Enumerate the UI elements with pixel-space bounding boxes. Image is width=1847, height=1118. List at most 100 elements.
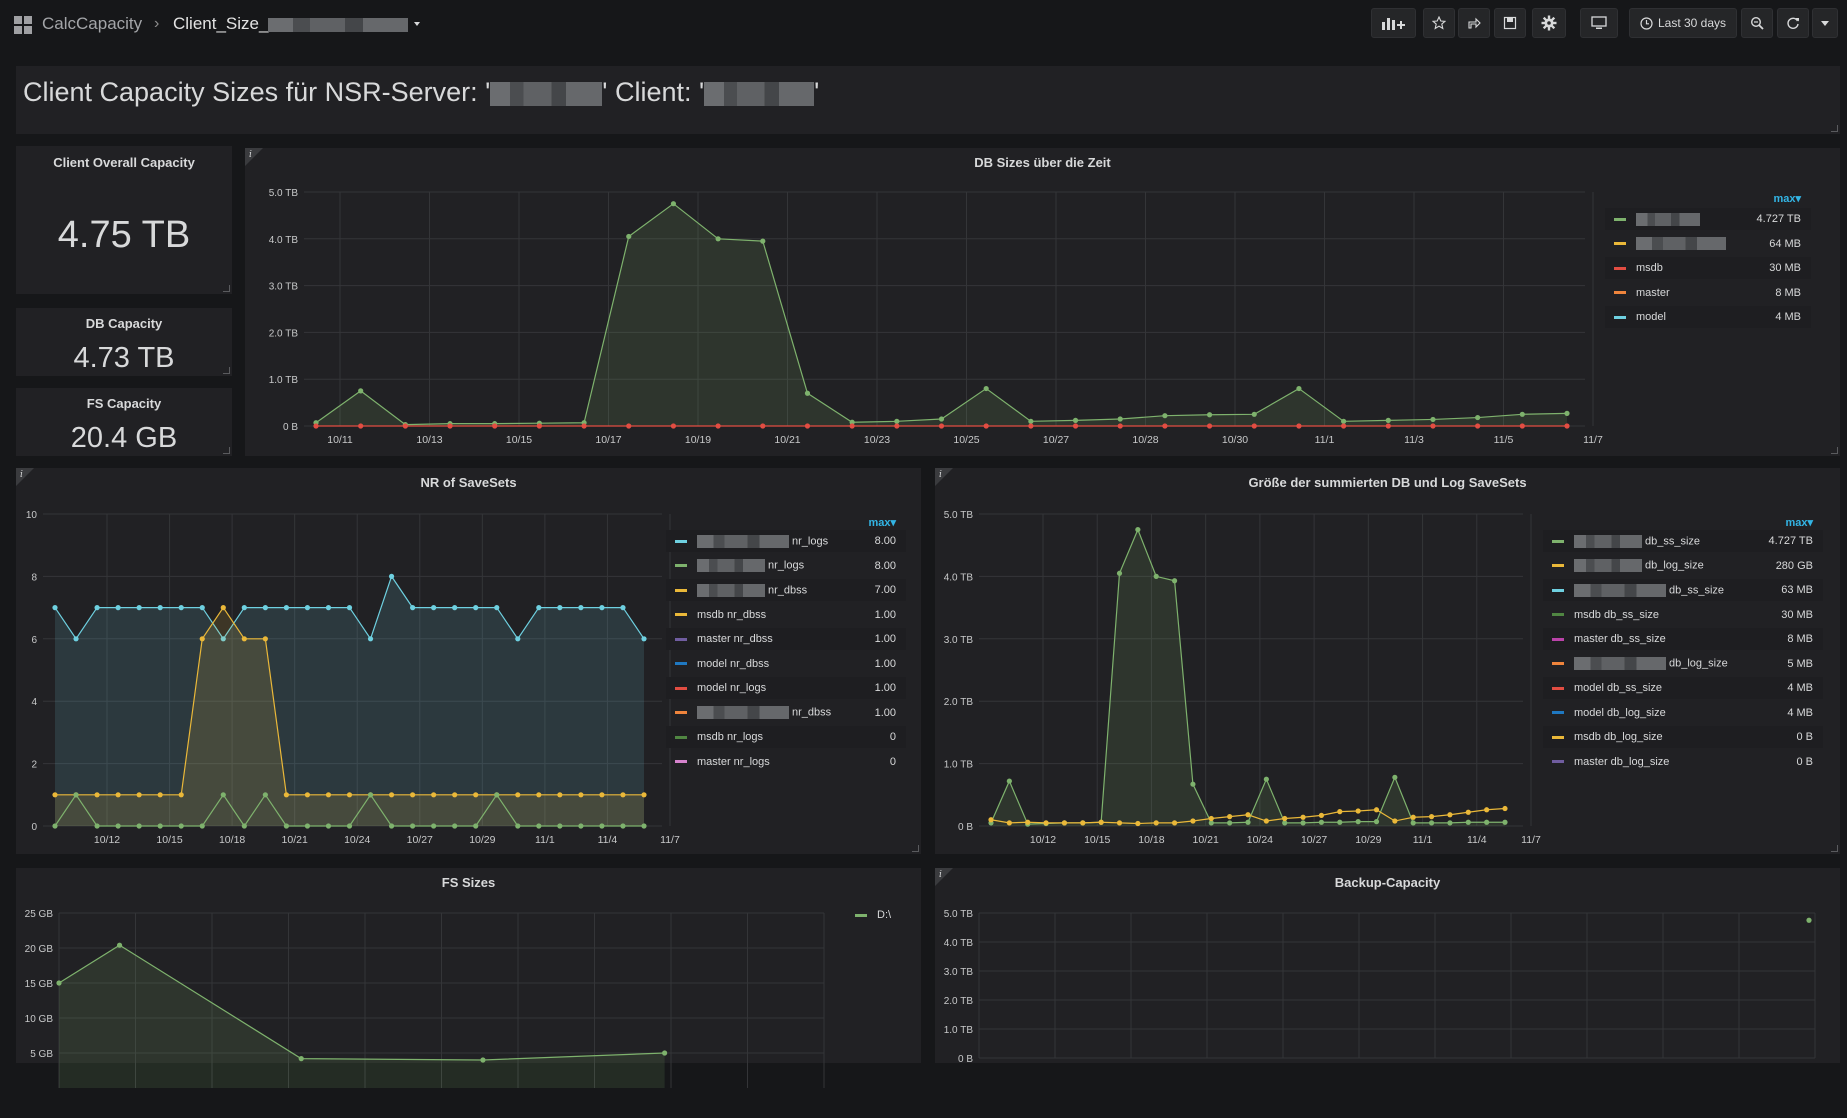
panel-resize-handle[interactable]	[1831, 845, 1838, 852]
data-point[interactable]	[804, 390, 811, 396]
data-point[interactable]	[849, 423, 855, 429]
share-button[interactable]	[1458, 8, 1490, 38]
data-point[interactable]	[1341, 423, 1347, 429]
legend-item[interactable]: master nr_dbss 1.00	[666, 628, 906, 650]
data-point[interactable]	[199, 636, 205, 642]
legend-item[interactable]: nr_logs 8.00	[666, 530, 906, 552]
data-point[interactable]	[115, 605, 121, 611]
data-point[interactable]	[1430, 423, 1436, 429]
data-point[interactable]	[199, 823, 205, 829]
data-point[interactable]	[1117, 416, 1123, 422]
data-point[interactable]	[641, 823, 647, 829]
legend-item[interactable]: master db_log_size 0 B	[1543, 751, 1823, 773]
refresh-button[interactable]	[1777, 8, 1809, 38]
data-point[interactable]	[298, 1056, 304, 1062]
add-panel-button[interactable]	[1371, 8, 1416, 38]
data-point[interactable]	[1206, 412, 1213, 418]
data-point[interactable]	[1080, 820, 1086, 826]
panel-resize-handle[interactable]	[912, 845, 919, 852]
data-point[interactable]	[262, 792, 268, 798]
data-point[interactable]	[1245, 812, 1251, 818]
data-point[interactable]	[599, 605, 605, 611]
data-point[interactable]	[304, 823, 311, 829]
data-point[interactable]	[515, 636, 521, 642]
data-point[interactable]	[262, 636, 268, 642]
data-point[interactable]	[641, 792, 647, 798]
data-point[interactable]	[178, 792, 184, 798]
data-point[interactable]	[136, 605, 142, 611]
data-point[interactable]	[346, 605, 353, 611]
panel-resize-handle[interactable]	[223, 285, 230, 292]
data-point[interactable]	[241, 605, 247, 611]
info-icon[interactable]: i	[249, 150, 252, 160]
legend-item[interactable]: 4.727 TB	[1605, 208, 1811, 230]
data-point[interactable]	[220, 792, 226, 798]
panel-info-corner[interactable]	[935, 468, 953, 486]
legend-item[interactable]: master nr_logs 0	[666, 751, 906, 773]
data-point[interactable]	[557, 792, 563, 798]
data-point[interactable]	[136, 823, 142, 829]
zoom-out-button[interactable]	[1741, 8, 1773, 38]
data-point[interactable]	[515, 792, 521, 798]
legend-item[interactable]: msdb db_ss_size 30 MB	[1543, 604, 1823, 626]
dashboard-title[interactable]: Client_Size_	[173, 14, 409, 34]
data-point[interactable]	[157, 823, 163, 829]
legend-item[interactable]: db_log_size 280 GB	[1543, 555, 1823, 577]
data-point[interactable]	[515, 823, 521, 829]
data-point[interactable]	[346, 792, 353, 798]
data-point[interactable]	[473, 792, 479, 798]
data-point[interactable]	[1385, 417, 1391, 423]
data-point[interactable]	[983, 385, 989, 392]
data-point[interactable]	[52, 792, 58, 798]
data-point[interactable]	[313, 423, 319, 429]
data-point[interactable]	[578, 823, 584, 829]
legend-item[interactable]: master db_ss_size 8 MB	[1543, 628, 1823, 650]
data-point[interactable]	[94, 605, 100, 611]
data-point[interactable]	[1251, 423, 1257, 429]
star-button[interactable]	[1423, 8, 1455, 38]
data-point[interactable]	[1428, 820, 1435, 826]
data-point[interactable]	[388, 573, 395, 579]
dashboard-grid-icon[interactable]	[14, 16, 32, 34]
data-point[interactable]	[894, 418, 900, 424]
data-point[interactable]	[1519, 411, 1525, 417]
data-point[interactable]	[536, 792, 542, 798]
data-point[interactable]	[626, 423, 632, 429]
data-point[interactable]	[620, 792, 626, 798]
data-point[interactable]	[1153, 820, 1159, 826]
chart-svg[interactable]: 5 GB 10 GB 15 GB 20 GB 25 GB	[16, 868, 921, 1118]
data-point[interactable]	[599, 792, 605, 798]
data-point[interactable]	[52, 605, 58, 611]
data-point[interactable]	[578, 792, 584, 798]
data-point[interactable]	[1410, 820, 1416, 826]
data-point[interactable]	[325, 792, 332, 798]
data-point[interactable]	[641, 636, 647, 642]
data-point[interactable]	[715, 236, 721, 242]
legend-item[interactable]: model db_ss_size 4 MB	[1543, 677, 1823, 699]
data-point[interactable]	[1373, 807, 1380, 813]
info-icon[interactable]: i	[939, 470, 942, 480]
data-point[interactable]	[115, 823, 121, 829]
data-point[interactable]	[760, 238, 766, 244]
data-point[interactable]	[136, 792, 142, 798]
data-point[interactable]	[1564, 423, 1570, 429]
panel-info-corner[interactable]	[16, 468, 34, 486]
data-point[interactable]	[1296, 385, 1302, 392]
data-point[interactable]	[1208, 815, 1214, 822]
data-point[interactable]	[578, 605, 584, 611]
data-point[interactable]	[1282, 820, 1288, 826]
data-point[interactable]	[1430, 416, 1436, 423]
data-point[interactable]	[1373, 819, 1380, 825]
data-point[interactable]	[304, 792, 311, 798]
tv-mode-button[interactable]	[1580, 8, 1618, 38]
data-point[interactable]	[626, 233, 632, 240]
data-point[interactable]	[220, 636, 226, 642]
data-point[interactable]	[938, 423, 945, 429]
data-point[interactable]	[557, 823, 563, 829]
panel-resize-handle[interactable]	[223, 447, 230, 454]
data-point[interactable]	[473, 605, 479, 611]
data-point[interactable]	[1475, 423, 1481, 429]
legend-item[interactable]: msdb db_log_size 0 B	[1543, 726, 1823, 748]
data-point[interactable]	[1190, 818, 1196, 824]
data-point[interactable]	[1263, 818, 1269, 824]
